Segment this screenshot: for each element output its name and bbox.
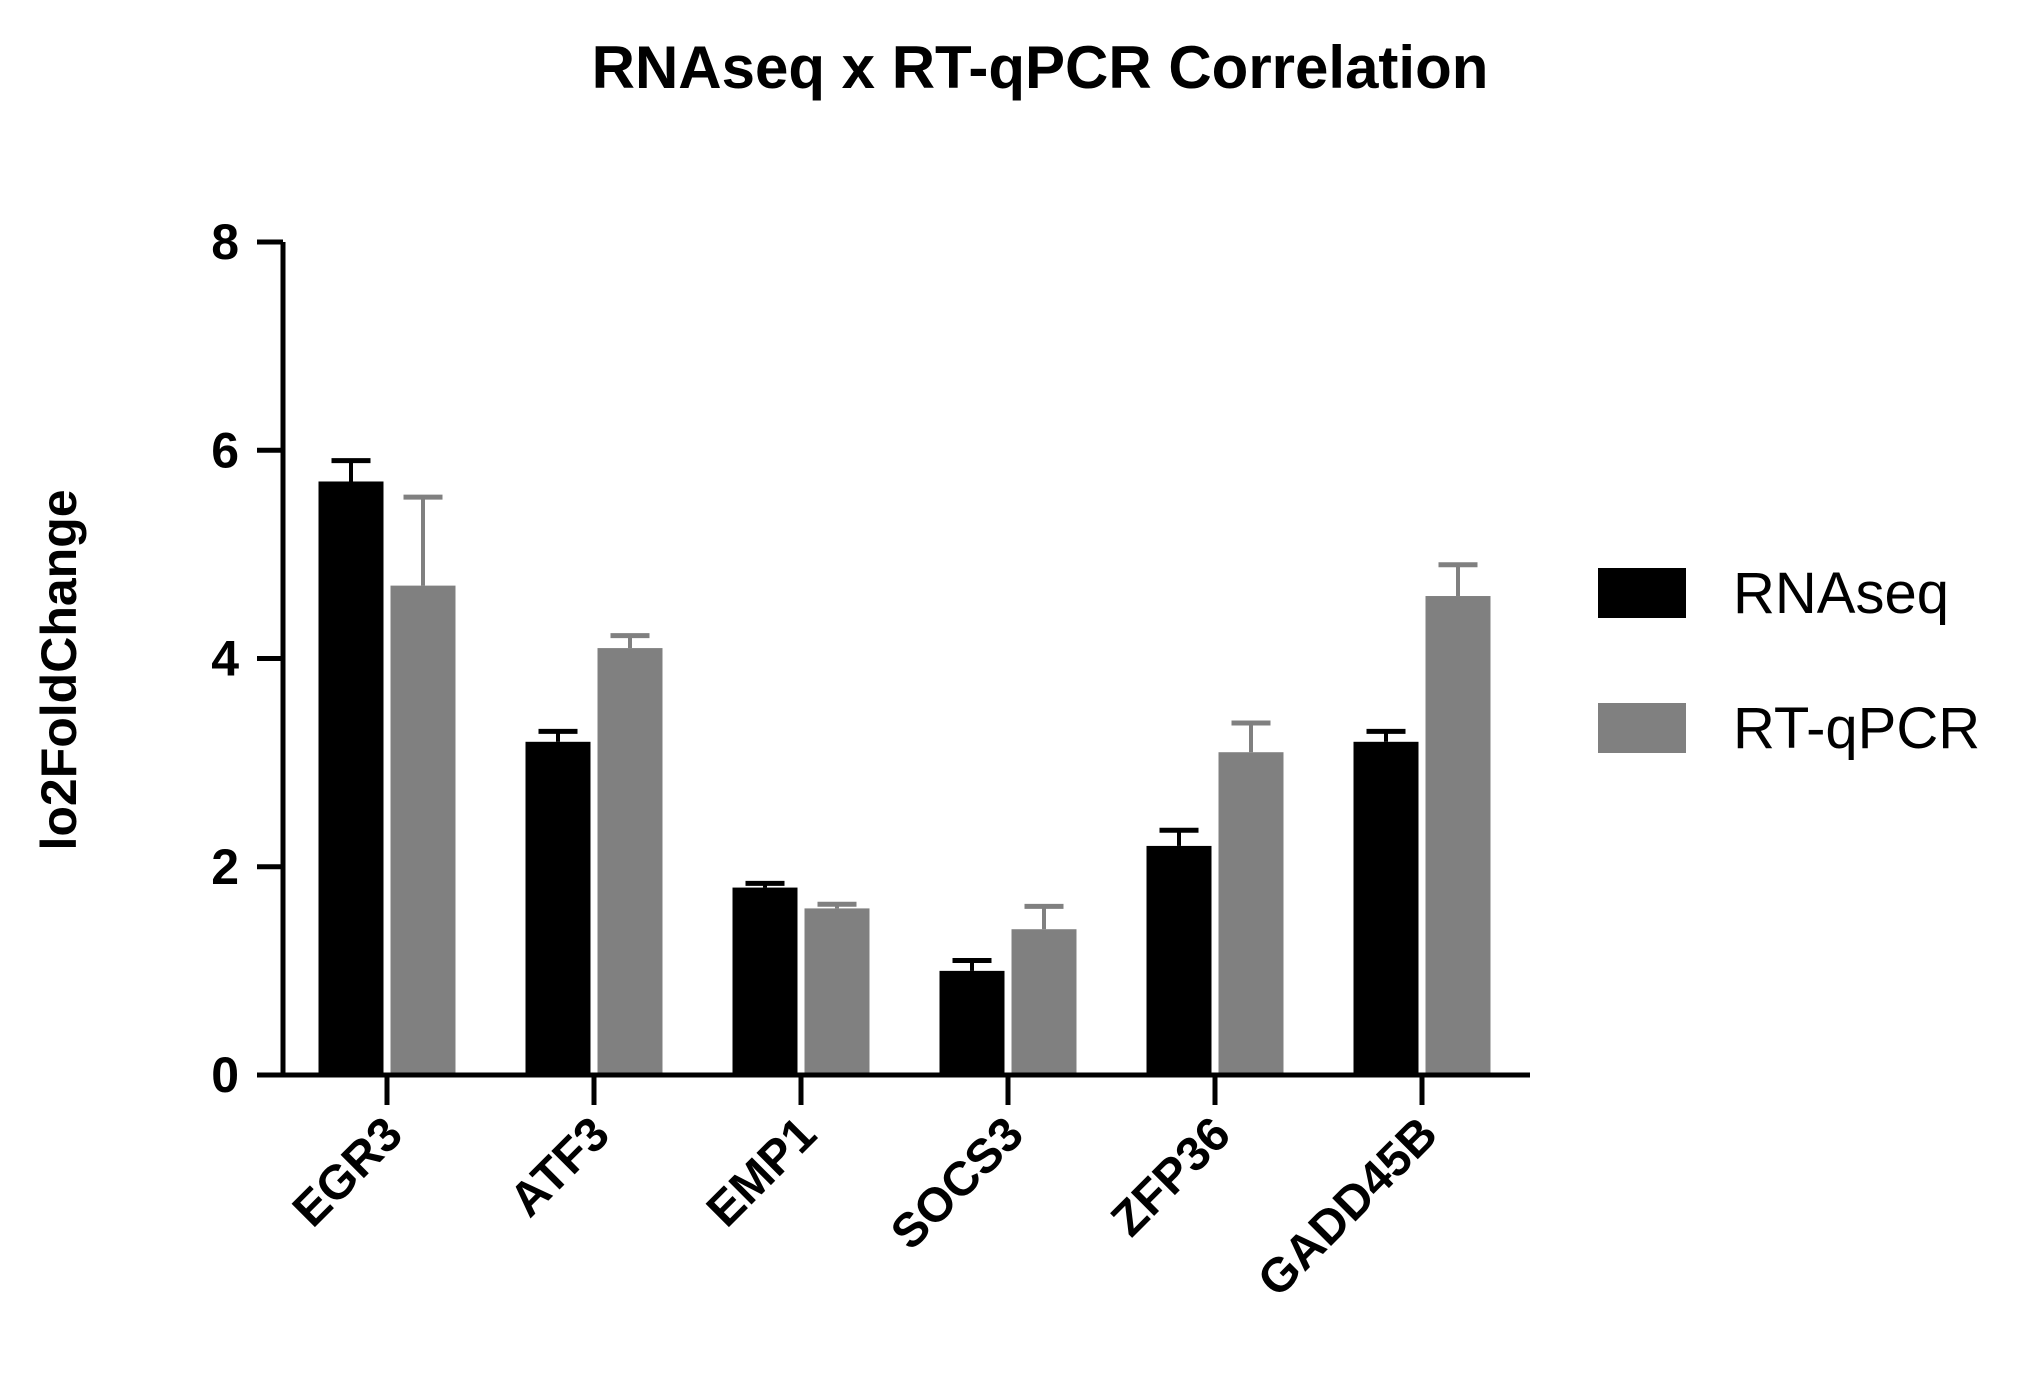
x-tick-label: GADD45B <box>1248 1107 1448 1307</box>
error-bars <box>331 458 1478 971</box>
legend: RNAseq RT-qPCR <box>1598 561 1980 761</box>
legend-label: RT-qPCR <box>1733 696 1980 761</box>
y-axis-label: lo2FoldChange <box>31 489 87 850</box>
x-tick-label: EGR3 <box>283 1107 413 1237</box>
y-tick-label: 8 <box>211 214 239 270</box>
x-tick-label: SOCS3 <box>881 1107 1034 1260</box>
y-tick-label: 6 <box>211 422 239 478</box>
x-tick-label: ATF3 <box>500 1107 620 1227</box>
chart-title: RNAseq x RT-qPCR Correlation <box>592 34 1489 101</box>
bar-rnaseq <box>1353 741 1419 1075</box>
y-tick-label: 0 <box>211 1047 239 1103</box>
bar-rt-qpcr <box>597 648 663 1075</box>
bar-rnaseq <box>1146 845 1212 1075</box>
y-tick-label: 2 <box>211 839 239 895</box>
bar-rt-qpcr <box>1011 929 1077 1075</box>
plot-area: 0 2 4 6 8 EGR3 ATF3 EMP1 SOCS3 ZFP36 GADD45B <box>211 214 1530 1307</box>
bar-rt-qpcr <box>390 585 456 1075</box>
bar-rnaseq <box>525 741 591 1075</box>
legend-label: RNAseq <box>1733 561 1949 626</box>
x-axis: EGR3 ATF3 EMP1 SOCS3 ZFP36 GADD45B <box>281 1072 1530 1307</box>
x-tick-label: ZFP36 <box>1101 1107 1240 1246</box>
bars <box>318 481 1491 1075</box>
y-tick-label: 4 <box>211 631 239 687</box>
bar-rt-qpcr <box>1425 596 1491 1075</box>
legend-swatch-rt-qpcr <box>1598 703 1686 753</box>
bar-rt-qpcr <box>804 908 870 1075</box>
legend-swatch-rnaseq <box>1598 568 1686 618</box>
bar-rnaseq <box>939 970 1005 1075</box>
bar-rt-qpcr <box>1218 752 1284 1075</box>
bar-rnaseq <box>732 887 798 1075</box>
x-tick-label: EMP1 <box>697 1107 827 1237</box>
bar-rnaseq <box>318 481 384 1075</box>
y-axis: 0 2 4 6 8 <box>211 214 286 1103</box>
